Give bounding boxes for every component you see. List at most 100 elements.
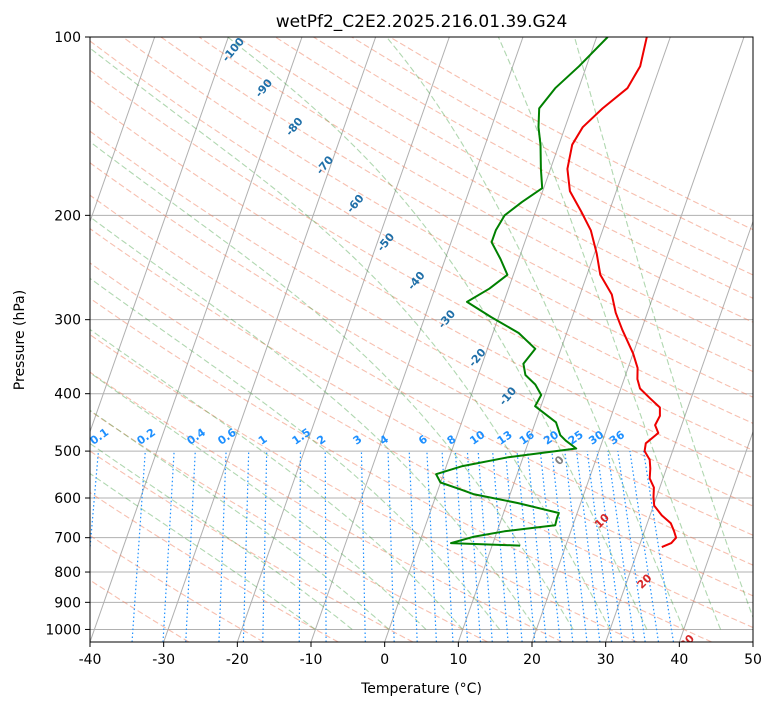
isotherms	[0, 37, 775, 642]
isotherm	[532, 37, 744, 642]
dry-adiabat-label: -40	[405, 269, 428, 293]
dry-adiabat	[0, 37, 189, 642]
mixing-ratio-line	[618, 451, 645, 642]
sounding-traces	[436, 37, 676, 547]
mixing-ratio-line	[163, 451, 174, 642]
y-tick-label: 700	[54, 531, 81, 547]
dry-adiabat	[46, 37, 775, 642]
mixing-ratio-label: 16	[517, 428, 537, 448]
y-tick-label: 500	[54, 444, 81, 460]
dry-adiabat	[0, 37, 562, 642]
dry-adiabat-label: -80	[283, 115, 306, 139]
mixing-ratio-label: 13	[495, 428, 515, 447]
y-axis-label: Pressure (hPa)	[12, 290, 28, 390]
dry-adiabat	[0, 37, 264, 642]
moist-adiabat-label: 40	[720, 692, 740, 708]
mixing-ratio-label: 0.4	[185, 426, 209, 448]
moist-adiabat	[498, 37, 720, 629]
mixing-ratio-label: 0.2	[135, 426, 158, 448]
mixing-ratio-label: 10	[467, 428, 487, 448]
temperature-trace	[567, 37, 676, 547]
y-tick-label: 1000	[45, 622, 81, 638]
moist-adiabat	[575, 37, 758, 629]
dry-adiabat	[0, 37, 775, 642]
x-tick-label: -30	[152, 652, 175, 668]
mixing-ratio-line	[263, 451, 267, 642]
mixing-ratio-label: 2	[314, 432, 328, 447]
mixing-ratio-line	[597, 451, 622, 642]
mixing-ratio-label: 6	[416, 432, 430, 447]
mixing-ratio-label: 1	[256, 433, 270, 448]
mixing-ratio-line	[325, 451, 326, 642]
isotherm	[458, 37, 670, 642]
mixing-ratio-line	[388, 451, 394, 642]
y-tick-label: 400	[54, 387, 81, 403]
dry-adiabat	[0, 37, 775, 642]
isotherm	[679, 37, 775, 642]
x-tick-label: -10	[300, 652, 323, 668]
dry-adiabat	[0, 37, 775, 642]
dry-adiabat-label: -50	[374, 230, 397, 254]
x-tick-label: 20	[523, 652, 541, 668]
mixing-ratio-line	[493, 451, 508, 642]
mixing-ratio-line	[528, 451, 547, 642]
dry-adiabat	[237, 37, 775, 642]
x-tick-label: 50	[744, 652, 762, 668]
x-axis-label: Temperature (°C)	[360, 681, 482, 697]
x-tick-label: -40	[79, 652, 102, 668]
x-tick-label: 10	[449, 652, 467, 668]
mixing-ratio-label: 30	[586, 428, 606, 448]
dry-adiabat	[0, 37, 712, 642]
isotherm	[16, 37, 228, 642]
x-tick-label: 30	[597, 652, 615, 668]
y-tick-label: 900	[54, 595, 81, 611]
mixing-ratio-line	[35, 451, 55, 642]
dry-adiabat	[85, 37, 775, 642]
dry-adiabat-label: -10	[496, 384, 519, 408]
y-tick-label: 600	[54, 491, 81, 507]
mixing-ratio-label: 25	[566, 428, 586, 447]
mixing-ratio-label: 4	[377, 432, 391, 447]
dry-adiabat	[0, 37, 775, 642]
mixing-ratio-line	[361, 451, 365, 642]
dry-adiabat	[0, 37, 488, 642]
mixing-ratio-line	[409, 451, 417, 642]
x-axis-ticks: -40 -30 -20 -10 0 10 20 30 40 50	[79, 642, 762, 668]
x-tick-label: -20	[226, 652, 249, 668]
dry-adiabats	[0, 37, 775, 642]
dry-adiabat-label: -70	[313, 153, 336, 177]
mixing-ratio-line	[630, 451, 659, 642]
dry-adiabat	[123, 37, 775, 642]
x-tick-label: 40	[670, 652, 688, 668]
mixing-ratio-label: 36	[607, 428, 627, 448]
y-tick-label: 300	[54, 313, 81, 329]
mixing-ratio-line	[577, 451, 600, 642]
moist-adiabat	[76, 37, 610, 629]
moist-adiabats	[0, 37, 757, 629]
dry-adiabat	[314, 37, 775, 642]
mixing-ratio-line	[455, 451, 467, 642]
dry-adiabat	[0, 37, 637, 642]
dry-adiabat-label: -20	[466, 346, 489, 370]
mixing-ratio-line	[644, 451, 674, 642]
dry-adiabat	[0, 37, 413, 642]
dry-adiabat-label: -30	[435, 307, 458, 331]
dry-adiabat	[161, 37, 775, 642]
moist-adiabat-label: 20	[635, 571, 655, 591]
isotherm	[753, 37, 775, 642]
y-tick-label: 200	[54, 208, 81, 224]
dry-adiabat	[0, 37, 775, 642]
x-tick-label: 0	[380, 652, 389, 668]
y-tick-label: 800	[54, 565, 81, 581]
isotherm	[0, 37, 7, 642]
mixing-ratio-line	[467, 451, 480, 642]
mixing-ratio-line	[478, 451, 492, 642]
moist-adiabat	[0, 105, 352, 630]
dry-adiabat-label: -90	[252, 76, 275, 100]
mixing-ratio-label: 8	[445, 432, 459, 447]
isotherm	[90, 37, 302, 642]
